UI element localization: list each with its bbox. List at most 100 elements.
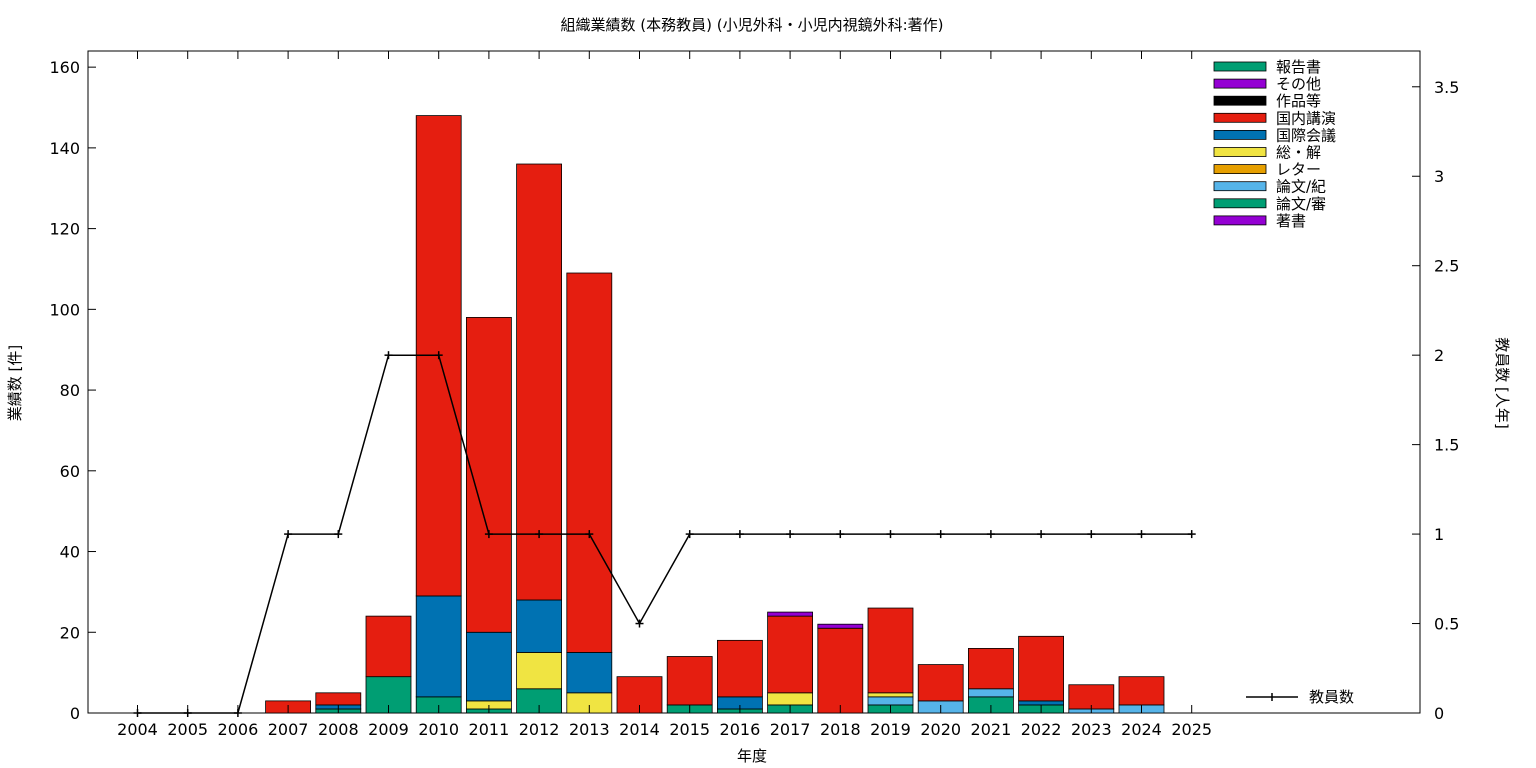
y-tick-label: 40 xyxy=(60,543,80,562)
line-point-2009 xyxy=(384,351,393,360)
y2-tick-label: 3 xyxy=(1434,167,1444,186)
y-axis-label: 業績数 [件] xyxy=(6,345,24,421)
x-tick-label: 2009 xyxy=(368,720,409,739)
line-point-2019 xyxy=(886,530,895,539)
bar-2019-s4 xyxy=(867,692,914,698)
x-tick-label: 2018 xyxy=(820,720,861,739)
legend-swatch xyxy=(1213,198,1267,209)
bar-2022-s6 xyxy=(1018,635,1064,702)
bar-2011-s6 xyxy=(465,317,512,633)
y2-tick-label: 1 xyxy=(1434,525,1444,544)
bar-2012-s6 xyxy=(516,163,562,601)
legend-label: 論文/紀 xyxy=(1276,178,1326,196)
x-tick-label: 2022 xyxy=(1021,720,1062,739)
y-tick-label: 100 xyxy=(49,300,80,319)
legend-swatch xyxy=(1213,215,1267,226)
bar-2008-s6 xyxy=(315,692,362,706)
y2-tick-label: 0.5 xyxy=(1434,615,1459,634)
bar-2009-s6 xyxy=(365,615,412,678)
y-tick-label: 20 xyxy=(60,623,80,642)
x-tick-label: 2005 xyxy=(167,720,208,739)
legend-label: 総・解 xyxy=(1276,144,1321,162)
line-point-2023 xyxy=(1087,530,1096,539)
y-tick-label: 80 xyxy=(60,381,80,400)
line-point-2014 xyxy=(635,619,644,628)
x-tick-label: 2011 xyxy=(469,720,510,739)
y2-tick-label: 0 xyxy=(1434,704,1444,723)
bar-2012-s4 xyxy=(516,652,562,690)
bar-2015-s6 xyxy=(666,656,713,706)
line-point-2025 xyxy=(1187,530,1196,539)
bar-2018-s8 xyxy=(817,623,864,629)
line-point-2016 xyxy=(735,530,744,539)
bar-2019-s2 xyxy=(867,696,914,706)
legend-swatch xyxy=(1213,147,1267,157)
x-tick-label: 2019 xyxy=(870,720,911,739)
bar-2020-s6 xyxy=(917,664,964,702)
line-point-2021 xyxy=(986,530,995,539)
y-tick-label: 60 xyxy=(60,462,80,481)
line-point-2007 xyxy=(284,530,293,539)
bar-2021-s2 xyxy=(968,688,1014,698)
x-tick-label: 2012 xyxy=(519,720,560,739)
legend-label: 論文/審 xyxy=(1276,195,1326,213)
x-tick-label: 2013 xyxy=(569,720,610,739)
x-tick-label: 2021 xyxy=(971,720,1012,739)
x-tick-label: 2010 xyxy=(418,720,459,739)
x-tick-label: 2024 xyxy=(1121,720,1162,739)
x-tick-label: 2007 xyxy=(268,720,309,739)
bar-2017-s4 xyxy=(767,692,813,706)
x-axis-label: 年度 xyxy=(737,747,767,765)
legend-label: 著書 xyxy=(1276,212,1306,230)
x-tick-label: 2025 xyxy=(1171,720,1212,739)
x-tick-label: 2023 xyxy=(1071,720,1112,739)
y-tick-label: 140 xyxy=(49,139,80,158)
legend-label: 国内講演 xyxy=(1276,109,1336,127)
bar-2016-s6 xyxy=(717,639,763,698)
bar-2010-s5 xyxy=(415,595,462,698)
bar-2011-s5 xyxy=(465,631,512,702)
line-point-2022 xyxy=(1037,530,1046,539)
y-tick-label: 0 xyxy=(70,704,80,723)
bar-2017-s6 xyxy=(767,615,813,694)
x-tick-label: 2004 xyxy=(117,720,158,739)
bar-2019-s6 xyxy=(867,607,914,694)
bar-2021-s6 xyxy=(968,648,1014,690)
x-tick-label: 2016 xyxy=(720,720,761,739)
legend-swatch xyxy=(1213,61,1267,72)
bar-2013-s6 xyxy=(566,272,613,653)
bar-2012-s5 xyxy=(516,599,562,653)
line-point-2013 xyxy=(585,530,594,539)
bar-2018-s6 xyxy=(817,627,864,714)
legend-label: その他 xyxy=(1276,75,1321,93)
line-point-2015 xyxy=(685,530,694,539)
legend-swatch xyxy=(1213,78,1267,89)
line-point-2017 xyxy=(786,530,795,539)
line-point-2008 xyxy=(334,530,343,539)
x-tick-label: 2014 xyxy=(619,720,660,739)
legend-label: 国際会議 xyxy=(1276,126,1336,144)
y-tick-label: 160 xyxy=(49,58,80,77)
y-tick-label: 120 xyxy=(49,220,80,239)
x-tick-label: 2015 xyxy=(669,720,710,739)
bar-2023-s6 xyxy=(1068,684,1115,710)
legend-swatch xyxy=(1213,112,1267,123)
legend-label: レター xyxy=(1276,161,1321,179)
x-tick-label: 2017 xyxy=(770,720,811,739)
axes: 0 20 40 60 80 100 120 140 160 0 0.5 1 1.5 2 2.5 3 3.5 200… xyxy=(49,51,1459,739)
bar-2022-s5 xyxy=(1018,700,1064,706)
line-point-2018 xyxy=(836,530,845,539)
line-point-2024 xyxy=(1137,530,1146,539)
bar-2024-s6 xyxy=(1118,676,1165,706)
bar-2017-s8 xyxy=(767,611,813,617)
line-point-2012 xyxy=(535,530,544,539)
legend-swatch xyxy=(1213,95,1267,106)
line-series-path xyxy=(137,354,1192,714)
legend-label: 報告書 xyxy=(1276,58,1321,76)
line-point-2020 xyxy=(936,530,945,539)
y2-tick-label: 2 xyxy=(1434,346,1444,365)
legend-swatch xyxy=(1213,181,1267,192)
line-point-2010 xyxy=(434,351,443,360)
y2-tick-label: 3.5 xyxy=(1434,78,1459,97)
